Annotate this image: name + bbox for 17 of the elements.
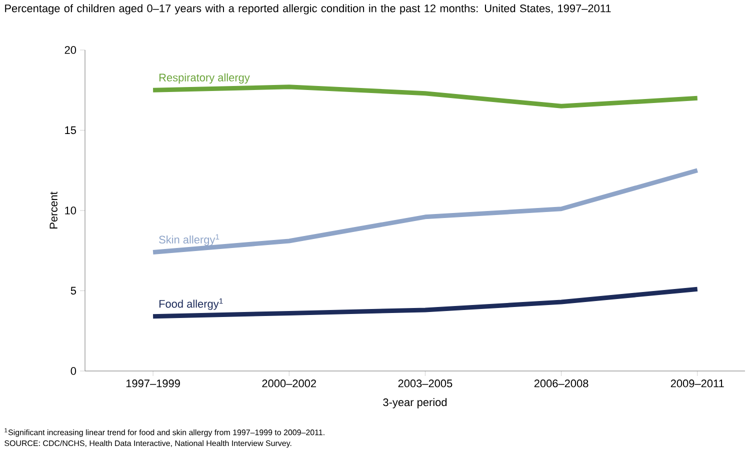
chart-title: Percentage of children aged 0–17 years with a reported allergic condition in the past 12 months: United States, 1997–2011: [5, 4, 611, 14]
x-tick-label: 2000–2002: [262, 380, 316, 388]
y-tick-label: 10: [65, 206, 76, 214]
x-tick-label: 1997–1999: [126, 380, 180, 388]
y-tick-label: 20: [64, 46, 76, 54]
y-tick-label: 0: [70, 367, 76, 375]
series-label: Skin allergy$^{1}$: [159, 234, 220, 246]
line-series: [150, 168, 700, 254]
y-axis-title: Percent: [50, 192, 58, 228]
y-tick-label: 15: [65, 126, 76, 134]
y-tick-label: 5: [70, 286, 76, 295]
series-label: Food allergy$^{1}$: [159, 298, 223, 310]
x-tick-label: 2003–2005: [398, 380, 452, 388]
x-axis-title: 3-year period: [383, 398, 447, 408]
x-tick-label: 2006–2008: [534, 380, 588, 388]
x-tick-label: 2009–2011: [670, 380, 724, 388]
series-label: Respiratory allergy: [159, 73, 250, 84]
